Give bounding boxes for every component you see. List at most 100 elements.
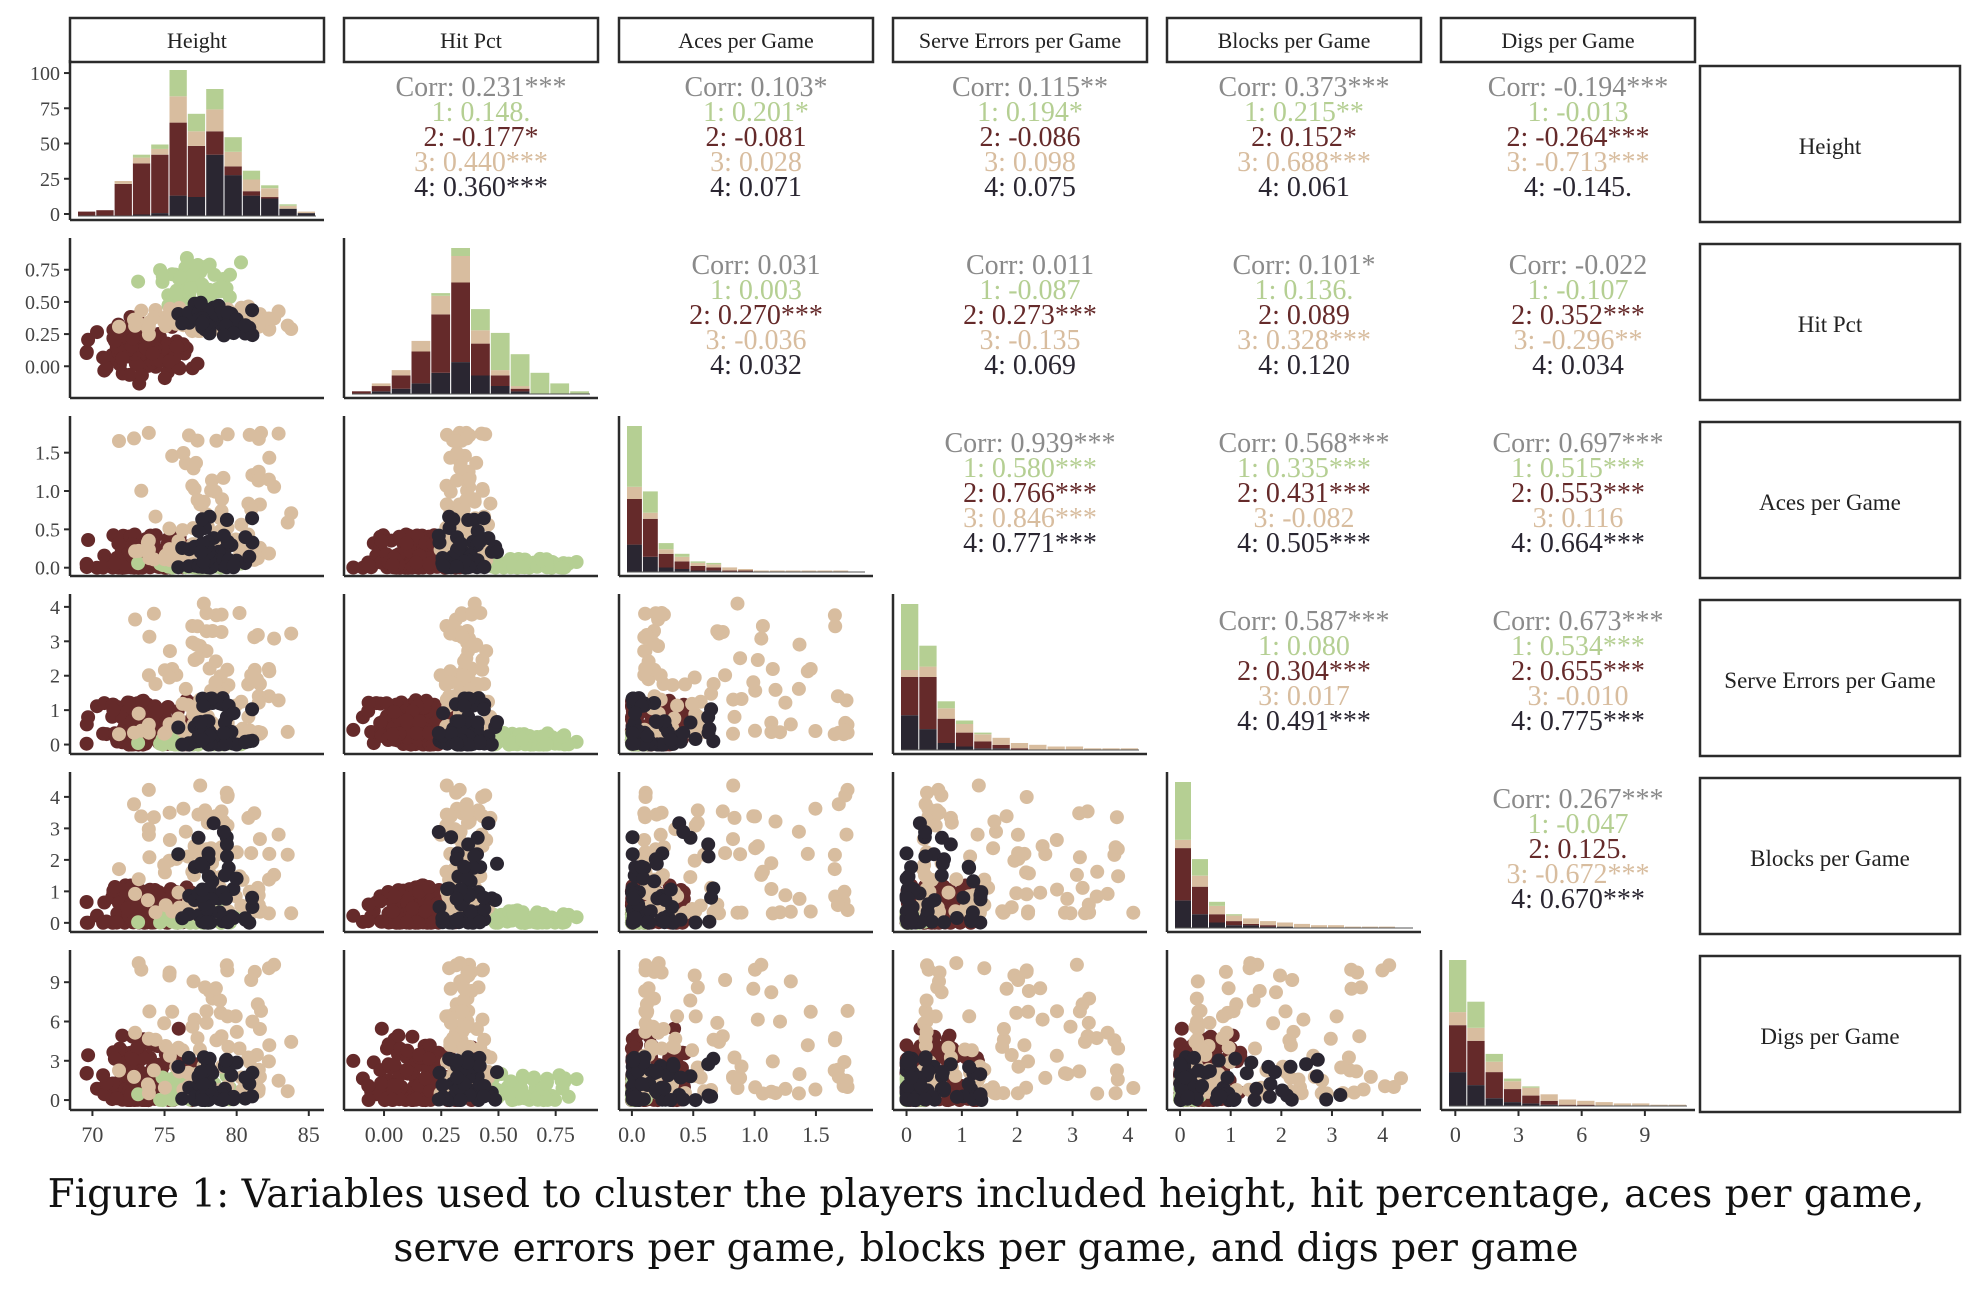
scatter-point-cluster-3 [443, 809, 458, 824]
scatter-point-cluster-3 [438, 677, 453, 692]
scatter-point-cluster-3 [127, 431, 141, 446]
scatter-point-cluster-4 [640, 729, 655, 743]
scatter-point-cluster-2 [79, 895, 94, 909]
scatter-point-cluster-3 [1126, 905, 1141, 920]
scatter-point-cluster-2 [387, 1057, 402, 1072]
scatter-point-cluster-3 [146, 606, 161, 621]
scatter-point-cluster-4 [452, 714, 466, 729]
scatter-point-cluster-2 [81, 533, 96, 547]
scatter-point-cluster-3 [800, 1038, 815, 1053]
scatter-point-cluster-3 [141, 725, 156, 740]
scatter-point-cluster-3 [641, 654, 656, 669]
row-strip-height [1698, 64, 1962, 224]
scatter-point-cluster-3 [996, 1086, 1011, 1101]
scatter-point-cluster-3 [1072, 1004, 1087, 1019]
scatter-point-cluster-4 [470, 830, 485, 845]
scatter-point-cluster-3 [140, 1077, 155, 1092]
scatter-point-cluster-3 [646, 1019, 660, 1034]
scatter-point-cluster-4 [245, 890, 260, 905]
scatter-point-cluster-3 [209, 433, 224, 448]
scatter-point-cluster-4 [193, 545, 208, 560]
scatter-point-cluster-4 [956, 890, 971, 905]
scatter-point-cluster-4 [219, 1053, 233, 1068]
scatter-point-cluster-3 [199, 606, 214, 621]
scatter-point-cluster-3 [141, 1031, 156, 1046]
scatter-point-cluster-3 [142, 1004, 157, 1019]
scatter-point-cluster-2 [385, 904, 400, 919]
scatter-point-cluster-3 [1108, 1086, 1123, 1101]
scatter-point-cluster-3 [996, 1022, 1011, 1036]
scatter-point-cluster-4 [432, 1065, 447, 1080]
scatter-point-cluster-3 [112, 1063, 126, 1078]
scatter-point-cluster-3 [190, 619, 205, 634]
scatter-point-cluster-4 [490, 856, 504, 871]
scatter-point-cluster-3 [1010, 827, 1025, 842]
scatter-point-cluster-4 [477, 560, 492, 575]
scatter-point-cluster-2 [125, 1052, 140, 1067]
scatter-point-cluster-2 [81, 1048, 96, 1063]
scatter-panel-serve-errors-per-game-vs-aces-per-game [624, 596, 855, 752]
scatter-point-cluster-3 [768, 814, 783, 829]
scatter-point-cluster-4 [476, 890, 491, 905]
row-strip-label-height: Height [1799, 134, 1862, 159]
scatter-point-cluster-4 [636, 871, 651, 886]
scatter-point-cluster-4 [472, 735, 487, 750]
scatter-point-cluster-2 [361, 558, 376, 573]
scatter-point-cluster-3 [957, 1042, 972, 1057]
scatter-point-cluster-4 [444, 830, 459, 845]
scatter-point-cluster-3 [1060, 891, 1075, 906]
scatter-point-cluster-2 [1174, 1021, 1189, 1036]
scatter-point-cluster-3 [162, 644, 177, 659]
scatter-point-cluster-4 [628, 706, 643, 721]
scatter-point-cluster-3 [746, 675, 761, 690]
column-strip-aces-per-game [617, 16, 875, 64]
scatter-point-cluster-3 [186, 974, 201, 989]
scatter-point-cluster-4 [226, 911, 241, 925]
scatter-point-cluster-3 [232, 606, 247, 620]
scatter-point-cluster-3 [141, 822, 156, 837]
scatter-point-cluster-3 [667, 1040, 682, 1055]
row-strip-aces-per-game [1698, 420, 1962, 580]
scatter-point-cluster-3 [261, 662, 276, 676]
scatter-point-cluster-3 [764, 882, 779, 896]
scatter-point-cluster-3 [112, 862, 126, 877]
scatter-point-cluster-4 [625, 830, 640, 845]
scatter-point-cluster-3 [128, 886, 143, 901]
scatter-point-cluster-4 [216, 528, 231, 543]
scatter-point-cluster-4 [195, 316, 210, 331]
scatter-point-cluster-3 [134, 962, 149, 977]
scatter-point-cluster-4 [918, 825, 933, 839]
scatter-point-cluster-3 [208, 675, 223, 690]
scatter-point-cluster-3 [140, 893, 155, 908]
scatter-point-cluster-3 [1108, 840, 1123, 855]
scatter-point-cluster-3 [141, 533, 156, 548]
scatter-point-cluster-3 [683, 993, 698, 1008]
scatter-point-cluster-3 [941, 885, 956, 900]
scatter-point-cluster-2 [134, 368, 149, 383]
scatter-point-cluster-4 [918, 849, 933, 864]
scatter-point-cluster-3 [220, 662, 235, 677]
scatter-point-cluster-2 [421, 880, 436, 894]
scatter-point-cluster-2 [79, 736, 94, 751]
scatter-point-cluster-4 [657, 915, 672, 930]
scatter-point-cluster-3 [457, 981, 472, 996]
scatter-point-cluster-2 [422, 1038, 437, 1053]
scatter-point-cluster-3 [1049, 833, 1064, 847]
scatter-point-cluster-4 [226, 706, 241, 721]
scatter-point-cluster-4 [676, 1092, 691, 1107]
scatter-point-cluster-4 [449, 736, 464, 751]
scatter-point-cluster-4 [666, 1059, 681, 1073]
scatter-point-cluster-2 [122, 367, 137, 382]
scatter-point-cluster-4 [219, 891, 233, 906]
scatter-point-cluster-2 [385, 727, 400, 742]
scatter-point-cluster-3 [483, 496, 498, 511]
scatter-point-cluster-2 [169, 339, 184, 354]
scatter-point-cluster-1 [173, 270, 188, 285]
scatter-point-cluster-3 [808, 801, 823, 816]
scatter-point-cluster-3 [112, 727, 126, 742]
scatter-point-cluster-2 [399, 1063, 414, 1078]
scatter-point-cluster-3 [1010, 1086, 1025, 1101]
scatter-point-cluster-2 [162, 354, 177, 369]
scatter-point-cluster-3 [459, 797, 474, 812]
scatter-point-cluster-4 [449, 559, 464, 574]
